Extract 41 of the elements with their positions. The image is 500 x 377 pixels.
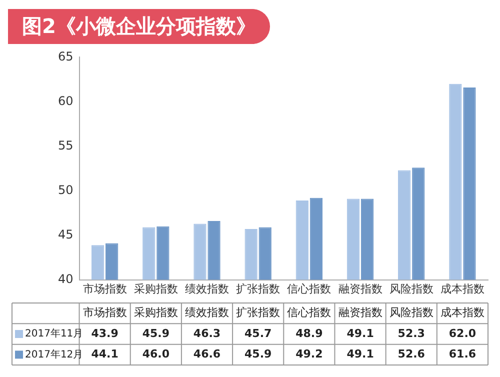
x-tick-label: 融资指数 <box>338 282 382 296</box>
x-tick-label: 信心指数 <box>287 282 332 296</box>
x-tick-label: 采购指数 <box>134 282 178 296</box>
category-label: 扩张指数 <box>236 306 280 320</box>
x-tick-label: 绩效指数 <box>185 282 229 296</box>
data-label: 43.9 <box>91 326 118 340</box>
data-label: 45.9 <box>142 326 170 340</box>
chart-title: 图2《小微企业分项指数》 <box>8 8 270 44</box>
category-label: 绩效指数 <box>185 306 229 320</box>
data-label: 52.3 <box>398 326 425 340</box>
category-label: 成本指数 <box>440 306 484 320</box>
data-label: 48.9 <box>296 326 323 340</box>
legend-label: 2017年11月 <box>25 328 84 340</box>
data-label: 62.0 <box>448 326 476 340</box>
x-tick-label: 成本指数 <box>440 282 484 296</box>
data-label: 46.6 <box>193 348 221 361</box>
y-tick-label: 50 <box>58 182 74 197</box>
data-label: 49.1 <box>346 326 374 340</box>
data-label: 44.1 <box>91 348 118 361</box>
category-label: 融资指数 <box>338 306 382 320</box>
data-label: 46.3 <box>193 326 221 340</box>
legend-label: 2017年12月 <box>25 348 84 360</box>
category-label: 风险指数 <box>389 306 434 320</box>
y-tick-label: 45 <box>58 227 74 242</box>
y-tick-label: 55 <box>58 138 74 152</box>
data-label: 52.6 <box>398 348 426 361</box>
data-label: 45.9 <box>244 348 272 361</box>
x-tick-label: 市场指数 <box>82 282 127 296</box>
data-label: 46.0 <box>142 348 170 361</box>
y-tick-label: 60 <box>58 94 74 108</box>
data-label: 45.7 <box>244 326 272 340</box>
x-tick-label: 扩张指数 <box>236 282 280 296</box>
data-label: 49.1 <box>346 348 374 361</box>
data-label: 61.6 <box>448 348 476 361</box>
category-label: 采购指数 <box>134 306 178 320</box>
data-label: 49.2 <box>296 348 323 361</box>
category-label: 信心指数 <box>287 306 332 320</box>
category-label: 市场指数 <box>82 306 127 320</box>
y-tick-label: 65 <box>58 49 74 64</box>
x-tick-label: 风险指数 <box>389 282 434 296</box>
y-tick-label: 40 <box>58 272 74 286</box>
